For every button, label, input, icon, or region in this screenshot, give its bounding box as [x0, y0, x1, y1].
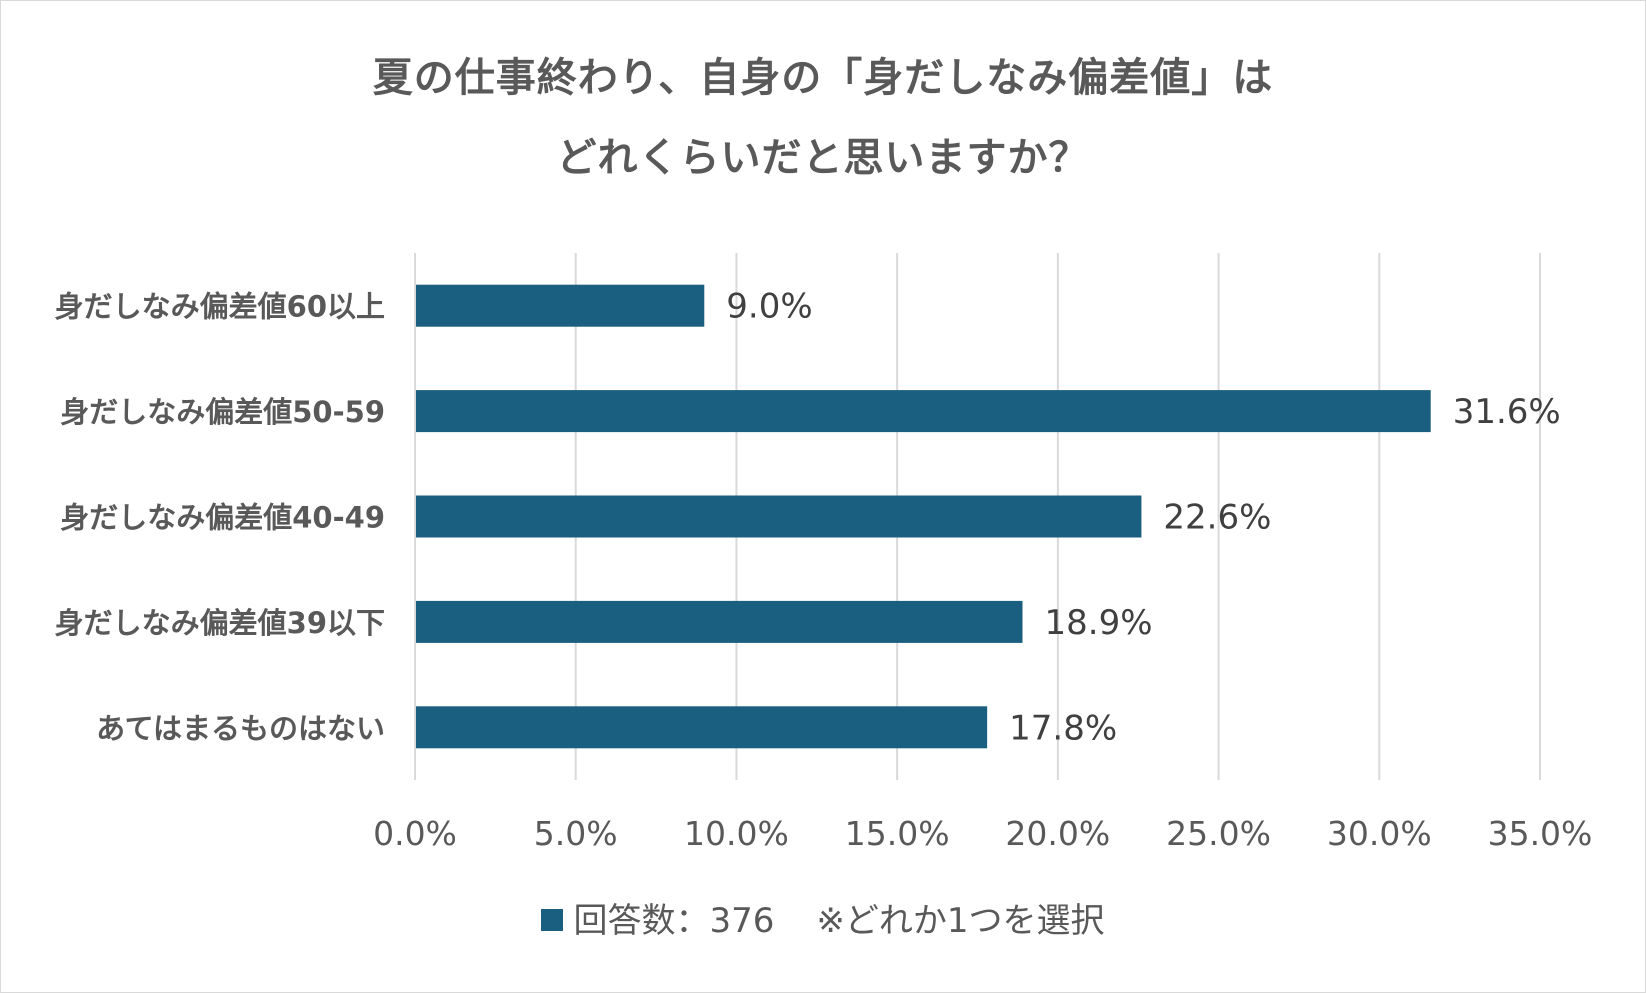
legend: 回答数：376 ※どれか1つを選択: [0, 896, 1646, 946]
data-label: 17.8%: [1009, 708, 1117, 748]
data-label: 18.9%: [1045, 603, 1153, 643]
x-tick-label: 30.0%: [1327, 814, 1432, 853]
data-label: 9.0%: [726, 287, 812, 327]
legend-swatch: [541, 908, 564, 931]
bar: [415, 495, 1142, 538]
x-tick-label: 0.0%: [373, 814, 457, 853]
chart-title-line-2: どれくらいだと思いますか？: [556, 135, 1090, 181]
data-label: 31.6%: [1453, 392, 1561, 432]
x-tick-label: 35.0%: [1488, 814, 1593, 853]
x-tick-label: 5.0%: [534, 814, 618, 853]
bar: [415, 706, 988, 749]
category-label: 身だしなみ偏差値39以下: [55, 606, 385, 640]
chart-title-line-1: 夏の仕事終わり、自身の「身だしなみ偏差値」は: [372, 55, 1274, 101]
x-tick-label: 20.0%: [1005, 814, 1110, 853]
legend-note: ※どれか1つを選択: [816, 901, 1105, 941]
bar: [415, 284, 705, 327]
category-label: 身だしなみ偏差値50-59: [60, 395, 385, 429]
bar: [415, 600, 1023, 643]
legend-series-label: 回答数：376: [573, 901, 775, 941]
x-tick-label: 15.0%: [845, 814, 950, 853]
x-tick-label: 10.0%: [684, 814, 789, 853]
x-tick-label: 25.0%: [1166, 814, 1271, 853]
category-label: 身だしなみ偏差値40-49: [60, 501, 385, 535]
chart-title: 夏の仕事終わり、自身の「身だしなみ偏差値」は どれくらいだと思いますか？: [0, 38, 1646, 198]
category-label: あてはまるものはない: [96, 711, 385, 745]
bar: [415, 390, 1431, 433]
category-label: 身だしなみ偏差値60以上: [55, 290, 385, 324]
data-label: 22.6%: [1163, 498, 1271, 538]
